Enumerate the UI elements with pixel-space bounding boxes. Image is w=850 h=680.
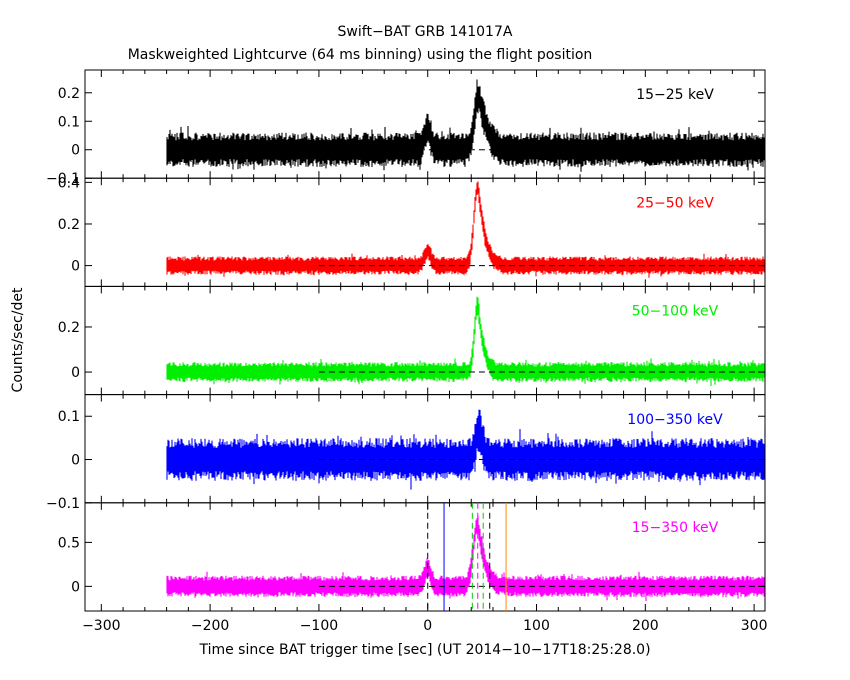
chart-subtitle: Maskweighted Lightcurve (64 ms binning) … — [128, 47, 593, 63]
x-tick-label: 0 — [423, 618, 432, 634]
y-tick-label: 0.5 — [58, 535, 80, 551]
y-tick-label: −0.1 — [46, 171, 80, 187]
panel-4: −0.1 0 0.1 100−350 keV — [46, 394, 766, 512]
x-tick-label: −100 — [300, 618, 338, 634]
series-3 — [166, 296, 765, 386]
x-tick-label: −200 — [191, 618, 229, 634]
y-tick-label: 0 — [71, 259, 80, 275]
series-4 — [166, 409, 765, 490]
band-label: 100−350 keV — [627, 412, 723, 428]
y-tick-label: 0.2 — [58, 320, 80, 336]
x-tick-label: −300 — [82, 618, 120, 634]
chart-title: Swift−BAT GRB 141017A — [338, 24, 513, 40]
y-tick-label: 0.4 — [58, 175, 80, 191]
panel-frame — [84, 502, 766, 612]
y-tick-label: 0 — [71, 365, 80, 381]
x-tick-label: 300 — [741, 618, 768, 634]
y-tick-label: −0.1 — [46, 496, 80, 512]
panel-1: −0.1 0 0.1 0.2 15−25 keV — [46, 69, 766, 187]
panels: −0.1 0 0.1 0.2 15−25 keV 0 0.2 0.4 25−50 keV 0 0.2… — [46, 69, 768, 634]
panel-5: 0 0.5 15−350 keV — [58, 502, 766, 612]
y-tick-label: 0 — [71, 579, 80, 595]
series-2 — [166, 181, 765, 278]
panel-3: 0 0.2 50−100 keV — [58, 285, 766, 396]
y-tick-label: 0.1 — [58, 114, 80, 130]
y-axis-label: Counts/sec/det — [10, 287, 26, 392]
band-label: 50−100 keV — [632, 304, 719, 320]
band-label: 15−25 keV — [636, 87, 714, 103]
band-label: 15−350 keV — [632, 520, 719, 536]
y-tick-label: 0.1 — [58, 409, 80, 425]
band-label: 25−50 keV — [636, 195, 714, 211]
y-tick-label: 0.2 — [58, 217, 80, 233]
x-tick-label: 200 — [632, 618, 659, 634]
x-tick-label: 100 — [523, 618, 550, 634]
x-axis-label: Time since BAT trigger time [sec] (UT 20… — [198, 642, 650, 658]
panel-2: 0 0.2 0.4 25−50 keV — [58, 175, 766, 287]
y-tick-label: 0 — [71, 143, 80, 159]
y-tick-label: 0 — [71, 453, 80, 469]
y-tick-label: 0.2 — [58, 86, 80, 102]
